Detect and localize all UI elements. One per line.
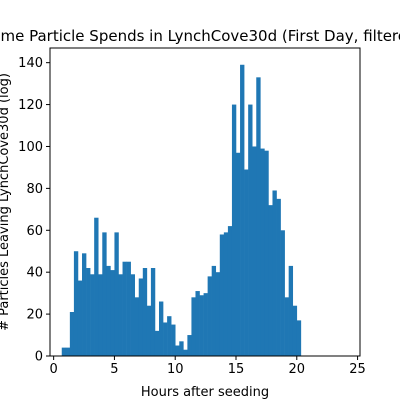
histogram-bar	[146, 305, 152, 356]
histogram-bar	[280, 230, 285, 356]
x-tick-label: 25	[349, 362, 366, 377]
histogram-bar	[219, 234, 225, 356]
histogram-bar	[106, 265, 111, 356]
histogram-bar	[223, 232, 229, 356]
histogram-bar	[171, 324, 176, 356]
histogram-bar	[288, 265, 294, 356]
histogram-bar	[126, 261, 131, 356]
histogram-bar	[150, 268, 156, 356]
histogram-bar	[175, 345, 180, 356]
histogram-bar	[134, 297, 140, 356]
histogram-bar	[292, 305, 298, 356]
x-tick-label: 15	[228, 362, 245, 377]
histogram-bar	[231, 104, 237, 356]
y-axis-ticks: 0 20 40 60 80 100 120 140	[18, 56, 50, 365]
histogram-bar	[102, 232, 107, 356]
x-tick-label: 10	[167, 362, 184, 377]
histogram-bar	[240, 64, 245, 356]
histogram-bar	[256, 77, 261, 356]
histogram-bar	[110, 270, 115, 356]
y-tick-label: 40	[26, 266, 43, 281]
plot-frame	[49, 47, 361, 357]
histogram-bar	[296, 320, 302, 356]
histogram-bar	[276, 198, 281, 356]
histogram-bar	[65, 347, 71, 356]
histogram-bar	[142, 268, 148, 356]
y-tick-label: 0	[35, 350, 43, 365]
histogram-bar	[179, 341, 184, 356]
histogram-bar	[203, 293, 208, 356]
histogram-bar	[264, 150, 269, 356]
x-axis-label: Hours after seeding	[141, 385, 269, 400]
histogram-bar	[159, 301, 164, 356]
y-tick-label: 80	[26, 182, 43, 197]
histogram-bar	[268, 205, 273, 356]
y-tick-label: 120	[18, 98, 43, 113]
histogram-bar	[187, 335, 192, 356]
histogram-bar	[86, 268, 91, 356]
histogram-bar	[260, 148, 265, 356]
histogram-bar	[244, 169, 249, 356]
histogram-bar	[284, 297, 289, 356]
y-tick-label: 140	[18, 56, 43, 71]
y-axis-label: # Particles Leaving LynchCove30d (log)	[0, 73, 12, 331]
histogram-bar	[98, 274, 103, 356]
y-tick-label: 20	[26, 308, 43, 323]
chart-title: Time Particle Spends in LynchCove30d (Fi…	[0, 27, 400, 45]
histogram-bar	[73, 251, 79, 356]
histogram-bar	[69, 312, 75, 356]
histogram-bar	[248, 104, 253, 356]
histogram-bar	[215, 272, 221, 356]
histogram-bar	[94, 217, 99, 356]
histogram-bar	[130, 274, 135, 356]
histogram-bar	[227, 226, 233, 356]
histogram-bar	[211, 265, 217, 356]
x-tick-label: 5	[110, 362, 118, 377]
histogram-bar	[122, 261, 127, 356]
histogram-bar	[236, 152, 241, 356]
x-tick-label: 0	[50, 362, 58, 377]
x-tick-label: 20	[289, 362, 306, 377]
histogram-bar	[118, 274, 123, 356]
histogram-bar	[138, 278, 144, 356]
histogram-bar	[154, 330, 160, 356]
histogram-bar	[114, 232, 119, 356]
histogram-bar	[167, 316, 172, 356]
histogram-bar	[199, 295, 204, 356]
histogram-bar	[183, 349, 188, 356]
histogram-bar	[77, 280, 83, 356]
histogram-bar	[252, 146, 257, 356]
histogram-bar	[207, 276, 212, 356]
histogram-bar	[195, 291, 200, 356]
y-tick-label: 60	[26, 224, 43, 239]
histogram-bar	[191, 297, 196, 356]
histogram-bar	[272, 190, 277, 356]
y-tick-label: 100	[18, 140, 43, 155]
histogram-bars	[61, 64, 302, 356]
x-axis-ticks: 0 5 10 15 20 25	[50, 356, 366, 377]
histogram-bar	[90, 274, 95, 356]
histogram-bar	[82, 253, 87, 356]
histogram-bar	[61, 347, 67, 356]
histogram-bar	[163, 322, 168, 356]
